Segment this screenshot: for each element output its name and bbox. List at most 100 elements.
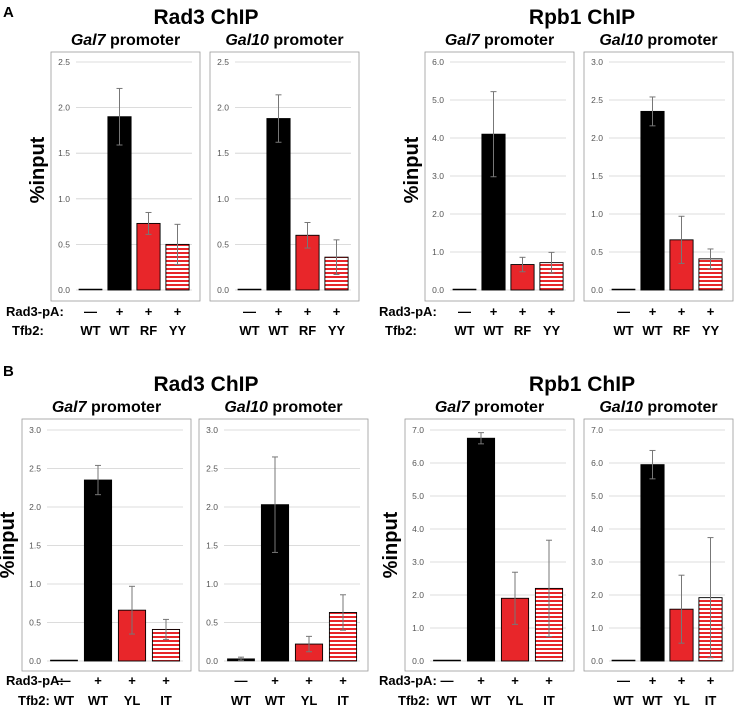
plus-sign: + (490, 304, 498, 319)
plus-sign: + (174, 304, 182, 319)
bar (611, 288, 636, 291)
y-tick-label: 3.0 (591, 557, 603, 567)
bar (50, 659, 78, 662)
bar (237, 288, 262, 291)
y-tick-label: 2.0 (412, 590, 424, 600)
bar (266, 118, 291, 291)
plus-sign: + (94, 673, 102, 688)
plus-sign: + (339, 673, 347, 688)
promoter-suffix: promoter (470, 399, 545, 416)
promoter-name: Gal7 (71, 32, 107, 49)
plus-sign: + (304, 304, 312, 319)
y-tick-label: 0.0 (206, 656, 218, 666)
y-tick-label: 0.5 (29, 618, 41, 628)
promoter-title: Gal7 promoter (71, 32, 180, 49)
y-tick-label: 7.0 (412, 425, 424, 435)
section-label-b: B (3, 363, 14, 380)
chart-a-rad3-gal7: Gal7 promoter 0.0 0.5 1.0 1.5 2.0 2.5 — WT + WT + RF… (50, 32, 201, 338)
promoter-name: Gal7 (52, 399, 88, 416)
x-category-label: YL (124, 693, 141, 708)
x-category-label: YL (301, 693, 318, 708)
title-a-rad3: Rad3 ChIP (153, 6, 258, 29)
row-label-rad3-a-right: Rad3-pA: (379, 304, 437, 319)
promoter-suffix: promoter (643, 399, 718, 416)
promoter-suffix: promoter (87, 399, 162, 416)
y-tick-label: 0.0 (591, 285, 603, 295)
y-tick-label: 2.5 (29, 464, 41, 474)
title-a-rpb1: Rpb1 ChIP (529, 6, 635, 29)
minus-sign: — (84, 304, 97, 319)
promoter-suffix: promoter (106, 32, 181, 49)
y-tick-label: 0.5 (58, 239, 70, 249)
promoter-suffix: promoter (643, 32, 718, 49)
ylabel-a-rpb1: %input (401, 136, 423, 203)
bar (452, 288, 477, 291)
minus-sign: — (235, 673, 248, 688)
plus-sign: + (649, 673, 657, 688)
promoter-suffix: promoter (269, 32, 344, 49)
row-label-rad3-b: Rad3-pA: (6, 673, 64, 688)
row-label-tfb2-b-left: Tfb2: (18, 693, 50, 708)
x-category-label: WT (231, 693, 251, 708)
chart-b-rad3-gal7: Gal7 promoter 0.0 0.5 1.0 1.5 2.0 2.5 3.0 — WT + WT… (21, 399, 192, 708)
chart-b-rad3-gal10: Gal10 promoter 0.0 0.5 1.0 1.5 2.0 2.5 3.0 — WT + W… (198, 399, 369, 708)
row-label-tfb2-b-right: Tfb2: (398, 693, 430, 708)
y-tick-label: 0.0 (591, 656, 603, 666)
y-tick-label: 2.0 (206, 502, 218, 512)
x-category-label: YL (507, 693, 524, 708)
x-category-label: WT (642, 323, 662, 338)
x-category-label: WT (613, 323, 633, 338)
x-category-label: YY (169, 323, 187, 338)
promoter-title: Gal10 promoter (599, 32, 717, 49)
y-tick-label: 5.0 (591, 491, 603, 501)
y-tick-label: 3.0 (591, 57, 603, 67)
x-category-label: YY (702, 323, 720, 338)
bar (78, 288, 103, 291)
y-tick-label: 7.0 (591, 425, 603, 435)
plus-sign: + (678, 673, 686, 688)
minus-sign: — (58, 673, 71, 688)
y-tick-label: 0.0 (217, 285, 229, 295)
y-tick-label: 3.0 (29, 425, 41, 435)
plus-sign: + (162, 673, 170, 688)
y-tick-label: 1.5 (58, 148, 70, 158)
chart-a-rpb1-gal7: Gal7 promoter 0.0 1.0 2.0 3.0 4.0 5.0 6.0 — WT + WT… (424, 32, 575, 338)
y-tick-label: 1.0 (206, 579, 218, 589)
y-tick-label: 1.0 (217, 194, 229, 204)
y-tick-label: 4.0 (432, 133, 444, 143)
row-label-rad3-b-right: Rad3-pA: (379, 673, 437, 688)
minus-sign: — (458, 304, 471, 319)
x-category-label: WT (613, 693, 633, 708)
y-tick-label: 3.0 (412, 557, 424, 567)
y-tick-label: 6.0 (432, 57, 444, 67)
y-tick-label: 3.0 (206, 425, 218, 435)
x-category-label: WT (265, 693, 285, 708)
promoter-name: Gal7 (435, 399, 471, 416)
promoter-title: Gal7 promoter (52, 399, 161, 416)
charts: Gal7 promoter 0.0 0.5 1.0 1.5 2.0 2.5 — WT + WT + RF… (21, 32, 734, 708)
y-tick-label: 2.5 (58, 57, 70, 67)
y-tick-label: 0.0 (412, 656, 424, 666)
x-category-label: WT (80, 323, 100, 338)
y-tick-label: 0.0 (432, 285, 444, 295)
bar (83, 479, 113, 662)
x-category-label: RF (673, 323, 690, 338)
y-tick-label: 6.0 (591, 458, 603, 468)
y-tick-label: 1.5 (29, 541, 41, 551)
y-tick-label: 0.0 (58, 285, 70, 295)
promoter-name: Gal10 (225, 32, 269, 49)
promoter-title: Gal7 promoter (435, 399, 544, 416)
x-category-label: WT (454, 323, 474, 338)
y-tick-label: 2.0 (432, 209, 444, 219)
plus-sign: + (477, 673, 485, 688)
ylabel-b-rad3: %input (0, 511, 19, 578)
y-tick-label: 2.0 (29, 502, 41, 512)
x-category-label: WT (239, 323, 259, 338)
x-category-label: YY (543, 323, 561, 338)
x-category-label: WT (268, 323, 288, 338)
x-category-label: WT (471, 693, 491, 708)
y-tick-label: 2.5 (217, 57, 229, 67)
y-tick-label: 3.0 (432, 171, 444, 181)
plus-sign: + (519, 304, 527, 319)
